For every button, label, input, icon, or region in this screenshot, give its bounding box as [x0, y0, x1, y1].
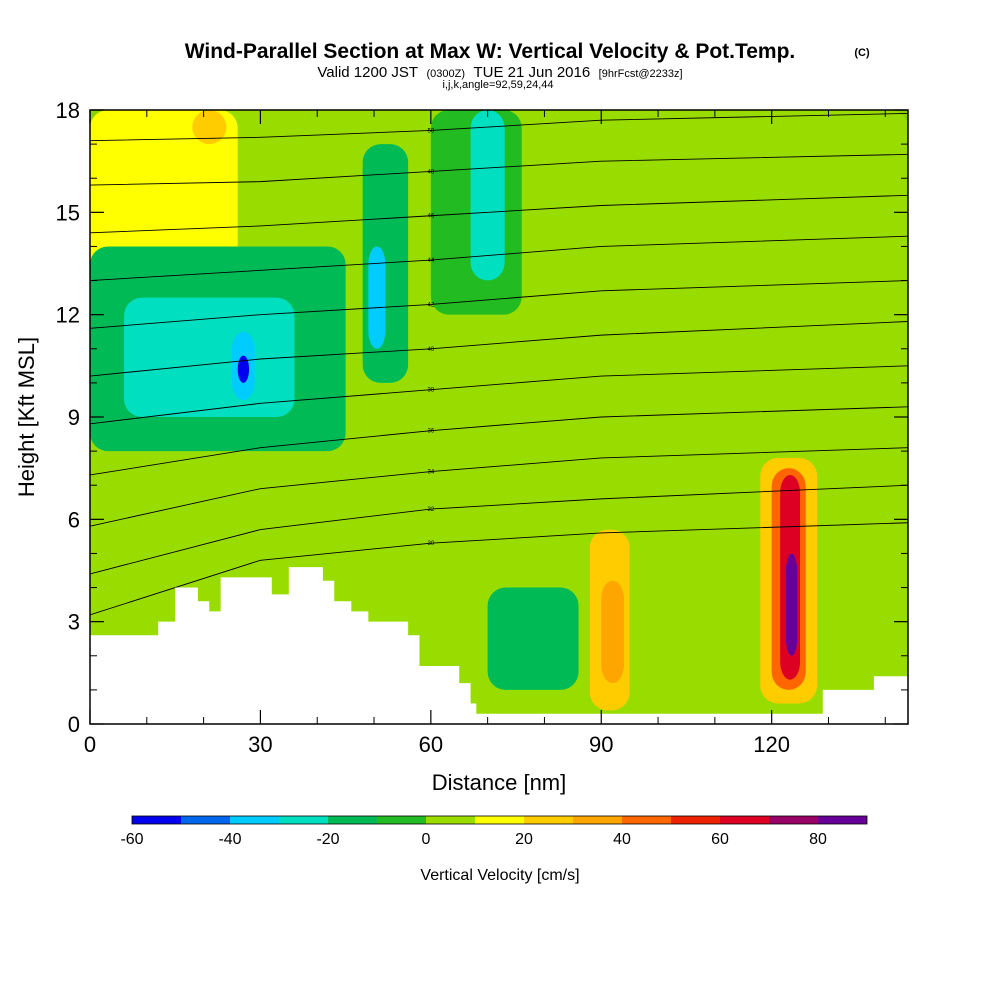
- colorbar-label-4: 20: [515, 831, 533, 848]
- theta-contour-46: [90, 194, 908, 234]
- x-axis-title: Distance [nm]: [432, 770, 567, 795]
- theta-contour-label-36: 36: [427, 429, 434, 435]
- colorbar-swatch-3: [279, 816, 328, 824]
- colorbar-label-2: -20: [316, 831, 339, 848]
- velocity-region-17: [601, 580, 624, 684]
- chart-title: Wind-Parallel Section at Max W: Vertical…: [185, 40, 796, 63]
- x-tick-label-30: 30: [248, 732, 272, 757]
- theta-contour-label-34: 34: [427, 470, 434, 476]
- velocity-region-21: [785, 553, 798, 656]
- valid-date: TUE 21 Jun 2016: [473, 64, 590, 81]
- velocity-region-1: [90, 110, 238, 281]
- colorbar-label-7: 80: [809, 831, 827, 848]
- velocity-region-2: [192, 110, 227, 145]
- x-tick-label-90: 90: [589, 732, 613, 757]
- colorbar-swatch-2: [230, 816, 279, 824]
- theta-contour-32: [90, 484, 908, 575]
- colorbar-swatch-14: [818, 816, 867, 824]
- colorbar-swatch-13: [769, 816, 818, 824]
- x-tick-label-120: 120: [753, 732, 790, 757]
- y-tick-label-12: 12: [56, 303, 80, 328]
- colorbar-frame: [131, 815, 868, 825]
- colorbar-label-5: 40: [613, 831, 631, 848]
- theta-contour-label-30: 30: [427, 541, 434, 547]
- theta-contour-label-38: 38: [427, 388, 434, 394]
- theta-contour-label-50: 50: [427, 128, 434, 134]
- grid-params: i,j,k,angle=92,59,24,44: [442, 79, 553, 91]
- theta-contour-label-32: 32: [427, 507, 434, 513]
- theta-contour-36: [90, 406, 908, 476]
- colorbar-label-6: 60: [711, 831, 729, 848]
- velocity-region-5: [629, 178, 744, 417]
- theta-contour-38: [90, 365, 908, 425]
- theta-contour-48: [90, 153, 908, 186]
- theta-contour-30: [90, 522, 908, 616]
- colorbar-title: Vertical Velocity [cm/s]: [420, 867, 579, 884]
- theta-contour-label-46: 46: [427, 214, 434, 220]
- theta-contour-42: [90, 280, 908, 329]
- colorbar-swatch-7: [475, 816, 524, 824]
- colorbar-swatch-4: [328, 816, 377, 824]
- utc-time: (0300Z): [426, 68, 465, 80]
- colorbar-swatch-6: [426, 816, 475, 824]
- velocity-region-11: [237, 355, 250, 383]
- y-tick-label-18: 18: [56, 98, 80, 123]
- y-tick-label-9: 9: [68, 405, 80, 430]
- colorbar-label-1: -40: [218, 831, 241, 848]
- velocity-region-15: [487, 587, 579, 690]
- velocity-region-14: [470, 110, 505, 281]
- colorbar-swatch-0: [132, 816, 181, 824]
- colorbar-swatch-1: [181, 816, 230, 824]
- y-tick-label-0: 0: [68, 712, 80, 737]
- velocity-region-13: [368, 246, 386, 349]
- y-tick-label-6: 6: [68, 507, 80, 532]
- y-tick-label-3: 3: [68, 610, 80, 635]
- colorbar-swatch-12: [720, 816, 769, 824]
- theta-contour-34: [90, 447, 908, 527]
- colorbar-swatch-5: [377, 816, 426, 824]
- theta-contour-label-48: 48: [427, 169, 434, 175]
- potential-temperature-contours: 30 32 34 36 38 40 42 44 46 48 50: [90, 112, 908, 616]
- x-tick-label-60: 60: [419, 732, 443, 757]
- plot-area: 30 32 34 36 38 40 42 44 46 48 50: [90, 110, 908, 724]
- theta-contour-40: [90, 321, 908, 377]
- theta-contour-44: [90, 235, 908, 282]
- valid-time-line: Valid 1200 JST (0300Z) TUE 21 Jun 2016 […: [317, 64, 682, 81]
- theta-contour-label-42: 42: [427, 302, 434, 308]
- colorbar: -60 -40 -20 0 20 40 60 80: [120, 815, 868, 848]
- valid-prefix: Valid 1200 JST: [317, 64, 418, 81]
- colorbar-swatch-9: [573, 816, 622, 824]
- theta-contour-50: [90, 112, 908, 142]
- colorbar-label-0: -60: [120, 831, 143, 848]
- velocity-region-6: [760, 110, 908, 349]
- terrain-profile: [90, 567, 908, 724]
- colorbar-swatch-11: [671, 816, 720, 824]
- x-tick-label-0: 0: [84, 732, 96, 757]
- forecast-info: [9hrFcst@2233z]: [599, 68, 683, 80]
- colorbar-label-3: 0: [422, 831, 431, 848]
- velocity-region-9: [124, 297, 295, 417]
- copyright-mark: (C): [854, 47, 870, 59]
- x-axis: 0 30 60 90 120: [84, 110, 886, 757]
- theta-contour-label-40: 40: [427, 347, 434, 353]
- y-tick-label-15: 15: [56, 200, 80, 225]
- colorbar-swatch-10: [622, 816, 671, 824]
- theta-contour-label-44: 44: [427, 258, 434, 264]
- terrain-mask: [90, 567, 908, 724]
- y-axis-title: Height [Kft MSL]: [14, 337, 39, 497]
- colorbar-swatch-8: [524, 816, 573, 824]
